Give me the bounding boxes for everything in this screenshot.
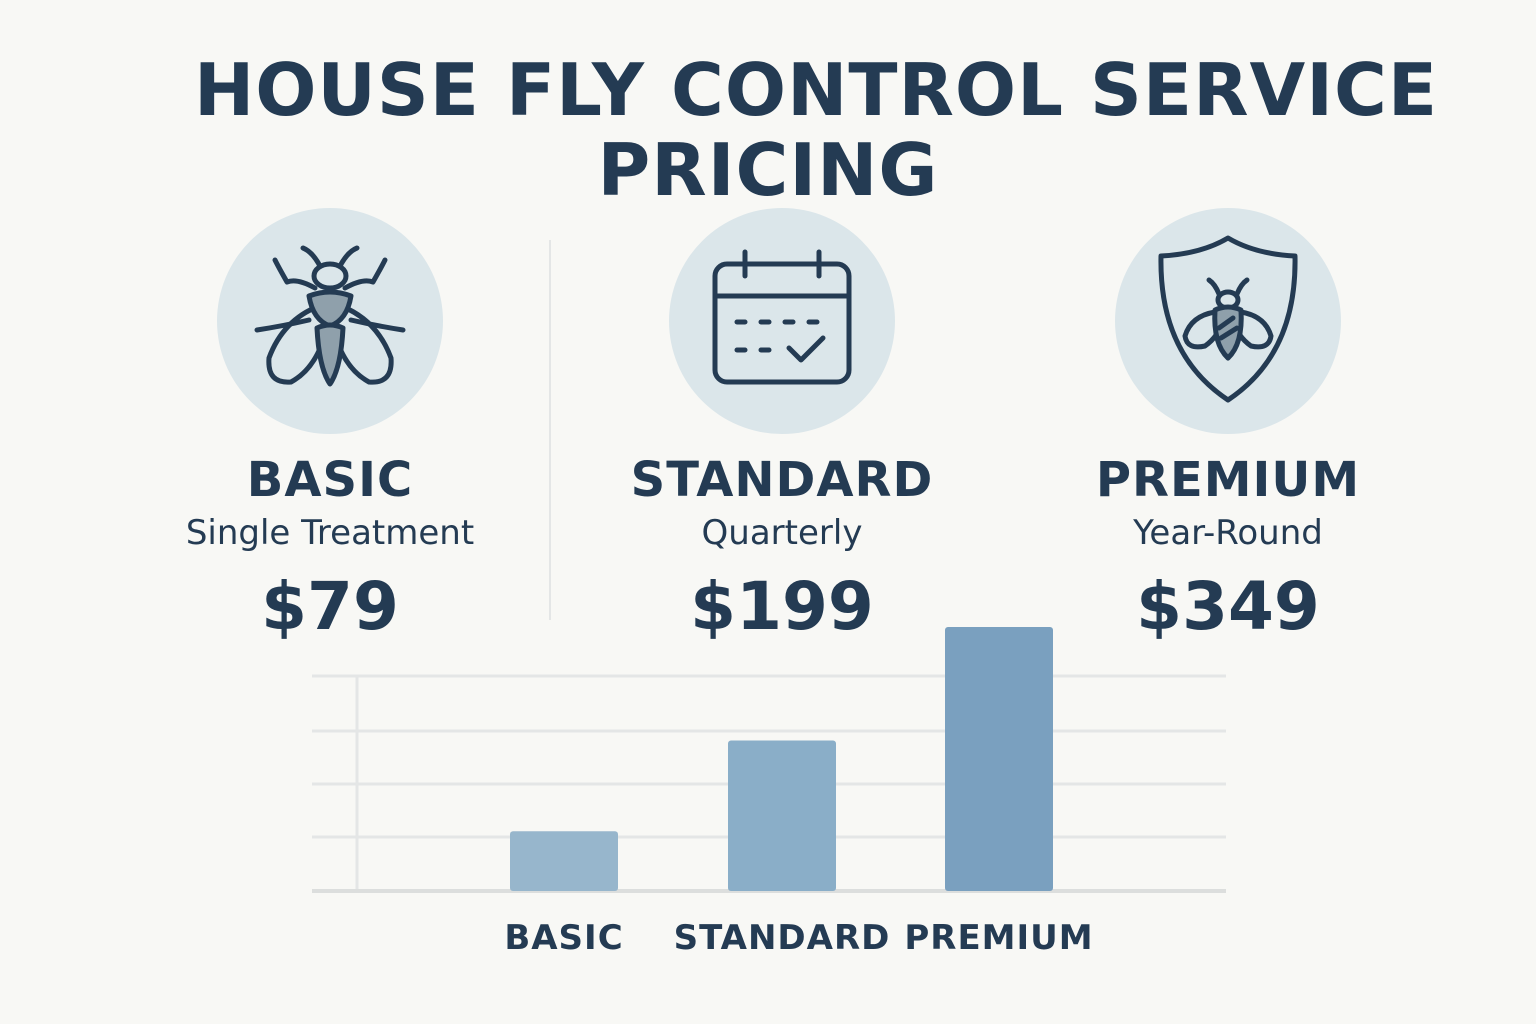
plan-card-standard: STANDARD Quarterly $199 [562, 208, 1002, 640]
chart-bars [510, 627, 1053, 891]
x-tick-label-basic: BASIC [504, 918, 623, 958]
bar-basic [510, 831, 618, 891]
plan-subtitle-standard: Quarterly [701, 513, 863, 553]
bar-premium [945, 627, 1053, 891]
calendar-check-icon [669, 208, 895, 434]
plan-card-premium: PREMIUM Year-Round $349 [1008, 208, 1448, 640]
plan-name-basic: BASIC [246, 452, 414, 508]
plan-subtitle-basic: Single Treatment [185, 513, 475, 553]
plan-card-basic: BASIC Single Treatment $79 [110, 208, 550, 640]
chart-x-labels: BASIC STANDARD PREMIUM [504, 918, 1093, 958]
x-tick-label-premium: PREMIUM [904, 918, 1093, 958]
plan-name-standard: STANDARD [630, 452, 934, 508]
plan-subtitle-premium: Year-Round [1133, 513, 1323, 553]
plan-name-premium: PREMIUM [1095, 452, 1361, 508]
fly-icon [217, 208, 443, 434]
plan-price-standard: $199 [690, 568, 874, 645]
page-title-line-1: HOUSE FLY CONTROL SERVICE [193, 48, 1439, 132]
plan-divider [549, 240, 551, 620]
shield-bug-icon [1115, 208, 1341, 434]
plan-price-premium: $349 [1136, 568, 1320, 645]
page-title-line-2: PRICING [597, 128, 939, 212]
plan-price-basic: $79 [261, 568, 399, 645]
price-bar-chart: BASIC STANDARD PREMIUM [312, 627, 1226, 958]
x-tick-label-standard: STANDARD [674, 918, 891, 958]
bar-standard [728, 740, 836, 891]
